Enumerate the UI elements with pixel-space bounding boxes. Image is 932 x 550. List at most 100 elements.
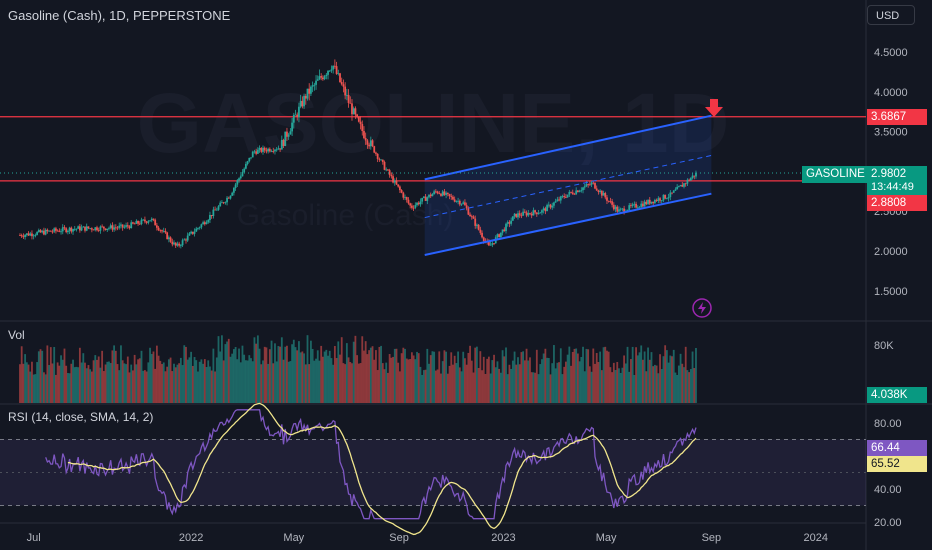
volume-bar (592, 348, 595, 403)
volume-bar (137, 359, 139, 403)
volume-bar (691, 351, 694, 403)
volume-bar (140, 350, 143, 403)
volume-bar (238, 348, 240, 403)
volume-bar (513, 351, 516, 403)
currency-selector[interactable]: USD (867, 5, 915, 25)
volume-bar (390, 357, 393, 403)
candle (469, 214, 471, 217)
candle (301, 100, 304, 107)
volume-bar (465, 364, 468, 403)
watermark-text: GASOLINE, 1D (137, 76, 730, 170)
volume-bar (27, 364, 30, 403)
volume-bar (265, 347, 268, 403)
candle (24, 234, 27, 238)
volume-bar (660, 369, 663, 403)
candle (597, 190, 600, 193)
volume-bar (202, 363, 204, 403)
candle (462, 202, 465, 204)
volume-bar (429, 355, 432, 403)
volume-bar (369, 347, 372, 403)
candle (508, 222, 511, 224)
volume-bar (638, 352, 641, 403)
volume-bar (328, 350, 331, 403)
candle (412, 207, 415, 209)
price-tick-label: 4.5000 (874, 47, 908, 59)
volume-bar (109, 363, 112, 403)
candle (356, 114, 359, 117)
volume-bar (594, 363, 596, 403)
candle (335, 66, 338, 74)
channel-middle-line (424, 154, 712, 219)
volume-bar (116, 364, 119, 403)
candle (424, 196, 427, 201)
time-tick-label: 2022 (179, 532, 203, 544)
candle (677, 186, 680, 188)
candle (191, 231, 194, 234)
candle (239, 176, 242, 179)
candle (344, 86, 347, 96)
volume-bar (34, 374, 37, 403)
candle (188, 233, 191, 236)
volume-bar (84, 362, 86, 403)
candle (48, 230, 50, 232)
volume-bar (152, 351, 155, 403)
candle (553, 202, 555, 206)
volume-bar (614, 370, 617, 403)
volume-bar (313, 360, 316, 403)
volume-bar (203, 359, 206, 403)
volume-bar (274, 343, 276, 403)
candle (426, 197, 429, 201)
candle (31, 233, 33, 237)
candle (82, 226, 85, 228)
candle (445, 192, 448, 195)
candle (501, 229, 504, 233)
candle (529, 212, 531, 214)
candle (60, 231, 62, 233)
volume-bar (650, 352, 653, 403)
candle (380, 159, 382, 161)
volume-bar (378, 346, 381, 403)
volume-bar (383, 369, 386, 403)
candle (318, 76, 321, 80)
candle (44, 229, 47, 235)
candle (363, 131, 365, 139)
candle (37, 230, 40, 233)
time-tick-label: Sep (389, 532, 409, 544)
volume-bar (286, 345, 288, 403)
candle (111, 225, 114, 230)
volume-bar (323, 351, 326, 403)
volume-bar (181, 365, 184, 403)
candle (349, 102, 352, 104)
volume-bar (496, 361, 499, 403)
candle (58, 230, 61, 232)
volume-bar (626, 346, 629, 403)
candle (61, 227, 64, 232)
rsi-pane-label: RSI (14, close, SMA, 14, 2) (8, 410, 154, 424)
candle (399, 186, 401, 191)
volume-bar (176, 364, 179, 403)
volume-bar (681, 363, 684, 403)
candle (599, 190, 602, 193)
candle (263, 147, 266, 151)
volume-bar (241, 345, 244, 403)
volume-pane-label: Vol (8, 328, 25, 342)
candle (332, 65, 335, 70)
candle (203, 222, 206, 225)
candle (565, 197, 567, 198)
candle (102, 226, 105, 229)
volume-bar (133, 354, 136, 403)
candle (32, 235, 35, 237)
candle (313, 84, 316, 86)
candle (246, 161, 249, 165)
candle (286, 131, 288, 137)
candle (470, 216, 473, 218)
candle (606, 197, 608, 201)
candle (612, 204, 615, 210)
price-tick-label: 4.0000 (874, 87, 908, 99)
volume-bar (138, 358, 141, 403)
candle (132, 222, 134, 224)
volume-bar (422, 370, 425, 403)
volume-bar (311, 348, 314, 403)
volume-bar (66, 373, 69, 403)
